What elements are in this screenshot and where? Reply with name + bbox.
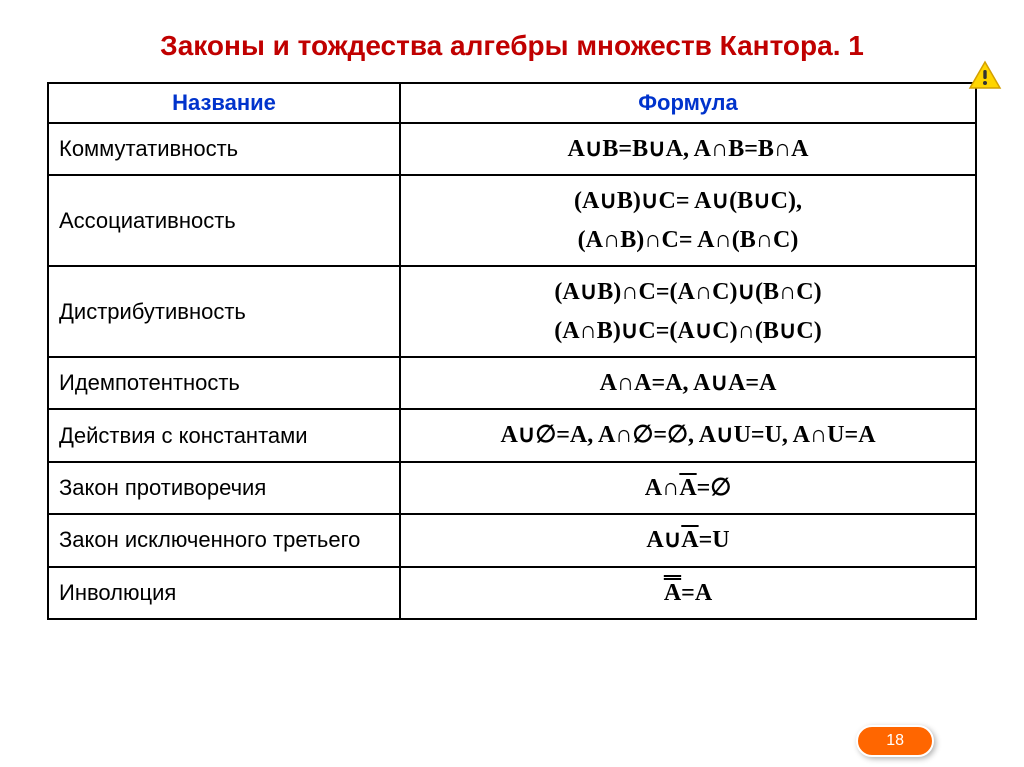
law-name-cell: Ассоциативность <box>48 175 400 266</box>
warning-icon <box>968 60 1002 95</box>
law-name-cell: Идемпотентность <box>48 357 400 409</box>
slide-number-badge: 18 <box>856 725 934 757</box>
table-row: ИдемпотентностьA∩A=A, A∪A=A <box>48 357 976 409</box>
law-formula-cell: (A∪B)∪C= A∪(B∪C),(A∩B)∩C= A∩(B∩C) <box>400 175 976 266</box>
table-row: Действия с константамиA∪∅=A, A∩∅=∅, A∪U=… <box>48 409 976 461</box>
law-name-cell: Коммутативность <box>48 123 400 175</box>
law-formula-cell: A∪∅=A, A∩∅=∅, A∪U=U, A∩U=A <box>400 409 976 461</box>
law-name-cell: Закон исключенного третьего <box>48 514 400 566</box>
law-name-cell: Действия с константами <box>48 409 400 461</box>
table-row: ИнволюцияA=A <box>48 567 976 619</box>
law-formula-cell: A∪B=B∪A, A∩B=B∩A <box>400 123 976 175</box>
law-name-cell: Дистрибутивность <box>48 266 400 357</box>
col-header-formula: Формула <box>400 83 976 123</box>
table-row: Закон противоречияA∩A=∅ <box>48 462 976 514</box>
table-header-row: Название Формула <box>48 83 976 123</box>
law-name-cell: Закон противоречия <box>48 462 400 514</box>
law-formula-cell: A∪A=U <box>400 514 976 566</box>
law-formula-cell: A=A <box>400 567 976 619</box>
laws-table-body: КоммутативностьA∪B=B∪A, A∩B=B∩AАссоциати… <box>48 123 976 619</box>
laws-table: Название Формула КоммутативностьA∪B=B∪A,… <box>47 82 977 620</box>
table-row: КоммутативностьA∪B=B∪A, A∩B=B∩A <box>48 123 976 175</box>
law-formula-cell: A∩A=A, A∪A=A <box>400 357 976 409</box>
table-row: Закон исключенного третьегоA∪A=U <box>48 514 976 566</box>
law-name-cell: Инволюция <box>48 567 400 619</box>
page-title: Законы и тождества алгебры множеств Кант… <box>0 30 1024 62</box>
law-formula-cell: (A∪B)∩C=(A∩C)∪(B∩C)(A∩B)∪C=(A∪C)∩(B∪C) <box>400 266 976 357</box>
table-row: Ассоциативность(A∪B)∪C= A∪(B∪C),(A∩B)∩C=… <box>48 175 976 266</box>
law-formula-cell: A∩A=∅ <box>400 462 976 514</box>
table-row: Дистрибутивность(A∪B)∩C=(A∩C)∪(B∩C)(A∩B)… <box>48 266 976 357</box>
col-header-name: Название <box>48 83 400 123</box>
